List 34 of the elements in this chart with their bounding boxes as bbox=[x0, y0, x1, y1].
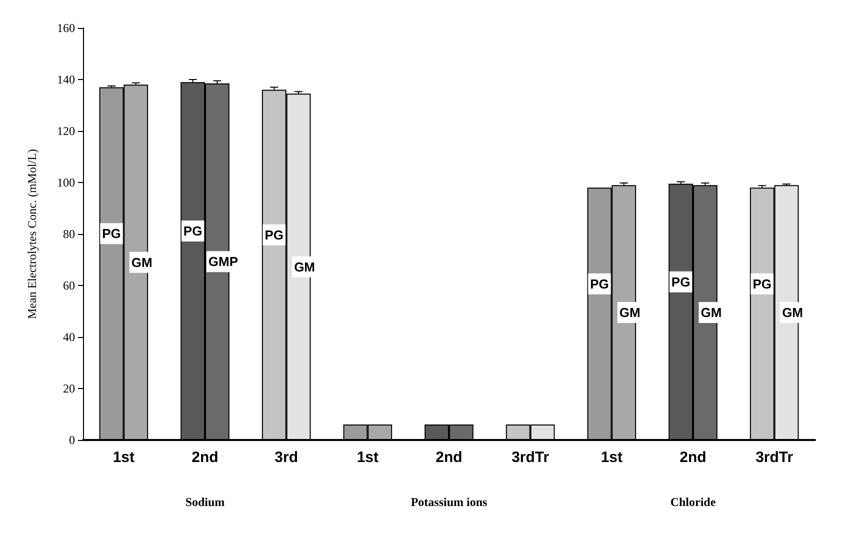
data-label: GMP bbox=[208, 254, 238, 270]
y-tick-label: 120 bbox=[57, 124, 75, 138]
y-tick-label: 140 bbox=[57, 72, 75, 86]
data-label: GM bbox=[700, 305, 722, 320]
text: Sodium bbox=[185, 495, 225, 509]
x-tick-label: 2nd bbox=[436, 449, 462, 466]
text: Chloride bbox=[670, 495, 716, 509]
y-tick-label: 20 bbox=[63, 382, 75, 396]
data-label: PG bbox=[183, 224, 202, 239]
y-tick-label: 80 bbox=[63, 227, 75, 241]
y-tick-label: 100 bbox=[57, 176, 75, 190]
x-tick-label: 1st bbox=[112, 449, 135, 466]
data-label: GM bbox=[782, 305, 804, 320]
text: Potassium ions bbox=[410, 495, 488, 509]
x-tick-label: 2nd bbox=[680, 449, 706, 466]
x-tick-label: 1st bbox=[356, 449, 379, 466]
x-tick-label: 1st bbox=[600, 449, 623, 466]
y-tick-label: 40 bbox=[63, 330, 75, 344]
data-label: PG bbox=[590, 276, 609, 292]
y-tick-label: 60 bbox=[63, 278, 75, 292]
data-label: PG bbox=[264, 227, 284, 242]
x-tick-label: 3rdTr bbox=[756, 449, 794, 466]
data-label: PG bbox=[102, 226, 121, 242]
y-tick-label: 160 bbox=[57, 21, 75, 35]
data-label: GM bbox=[131, 254, 152, 270]
y-axis-title: Mean Electrolytes Conc. (mMol/L) bbox=[25, 149, 39, 319]
data-label: GM bbox=[619, 305, 640, 320]
data-label: GM bbox=[294, 259, 316, 274]
data-label: PG bbox=[752, 276, 772, 292]
x-tick-label: 2nd bbox=[192, 449, 218, 466]
x-tick-label: 3rd bbox=[274, 449, 298, 466]
data-label: PG bbox=[671, 274, 690, 290]
x-tick-label: 3rdTr bbox=[512, 449, 550, 466]
y-tick-label: 0 bbox=[69, 433, 75, 447]
